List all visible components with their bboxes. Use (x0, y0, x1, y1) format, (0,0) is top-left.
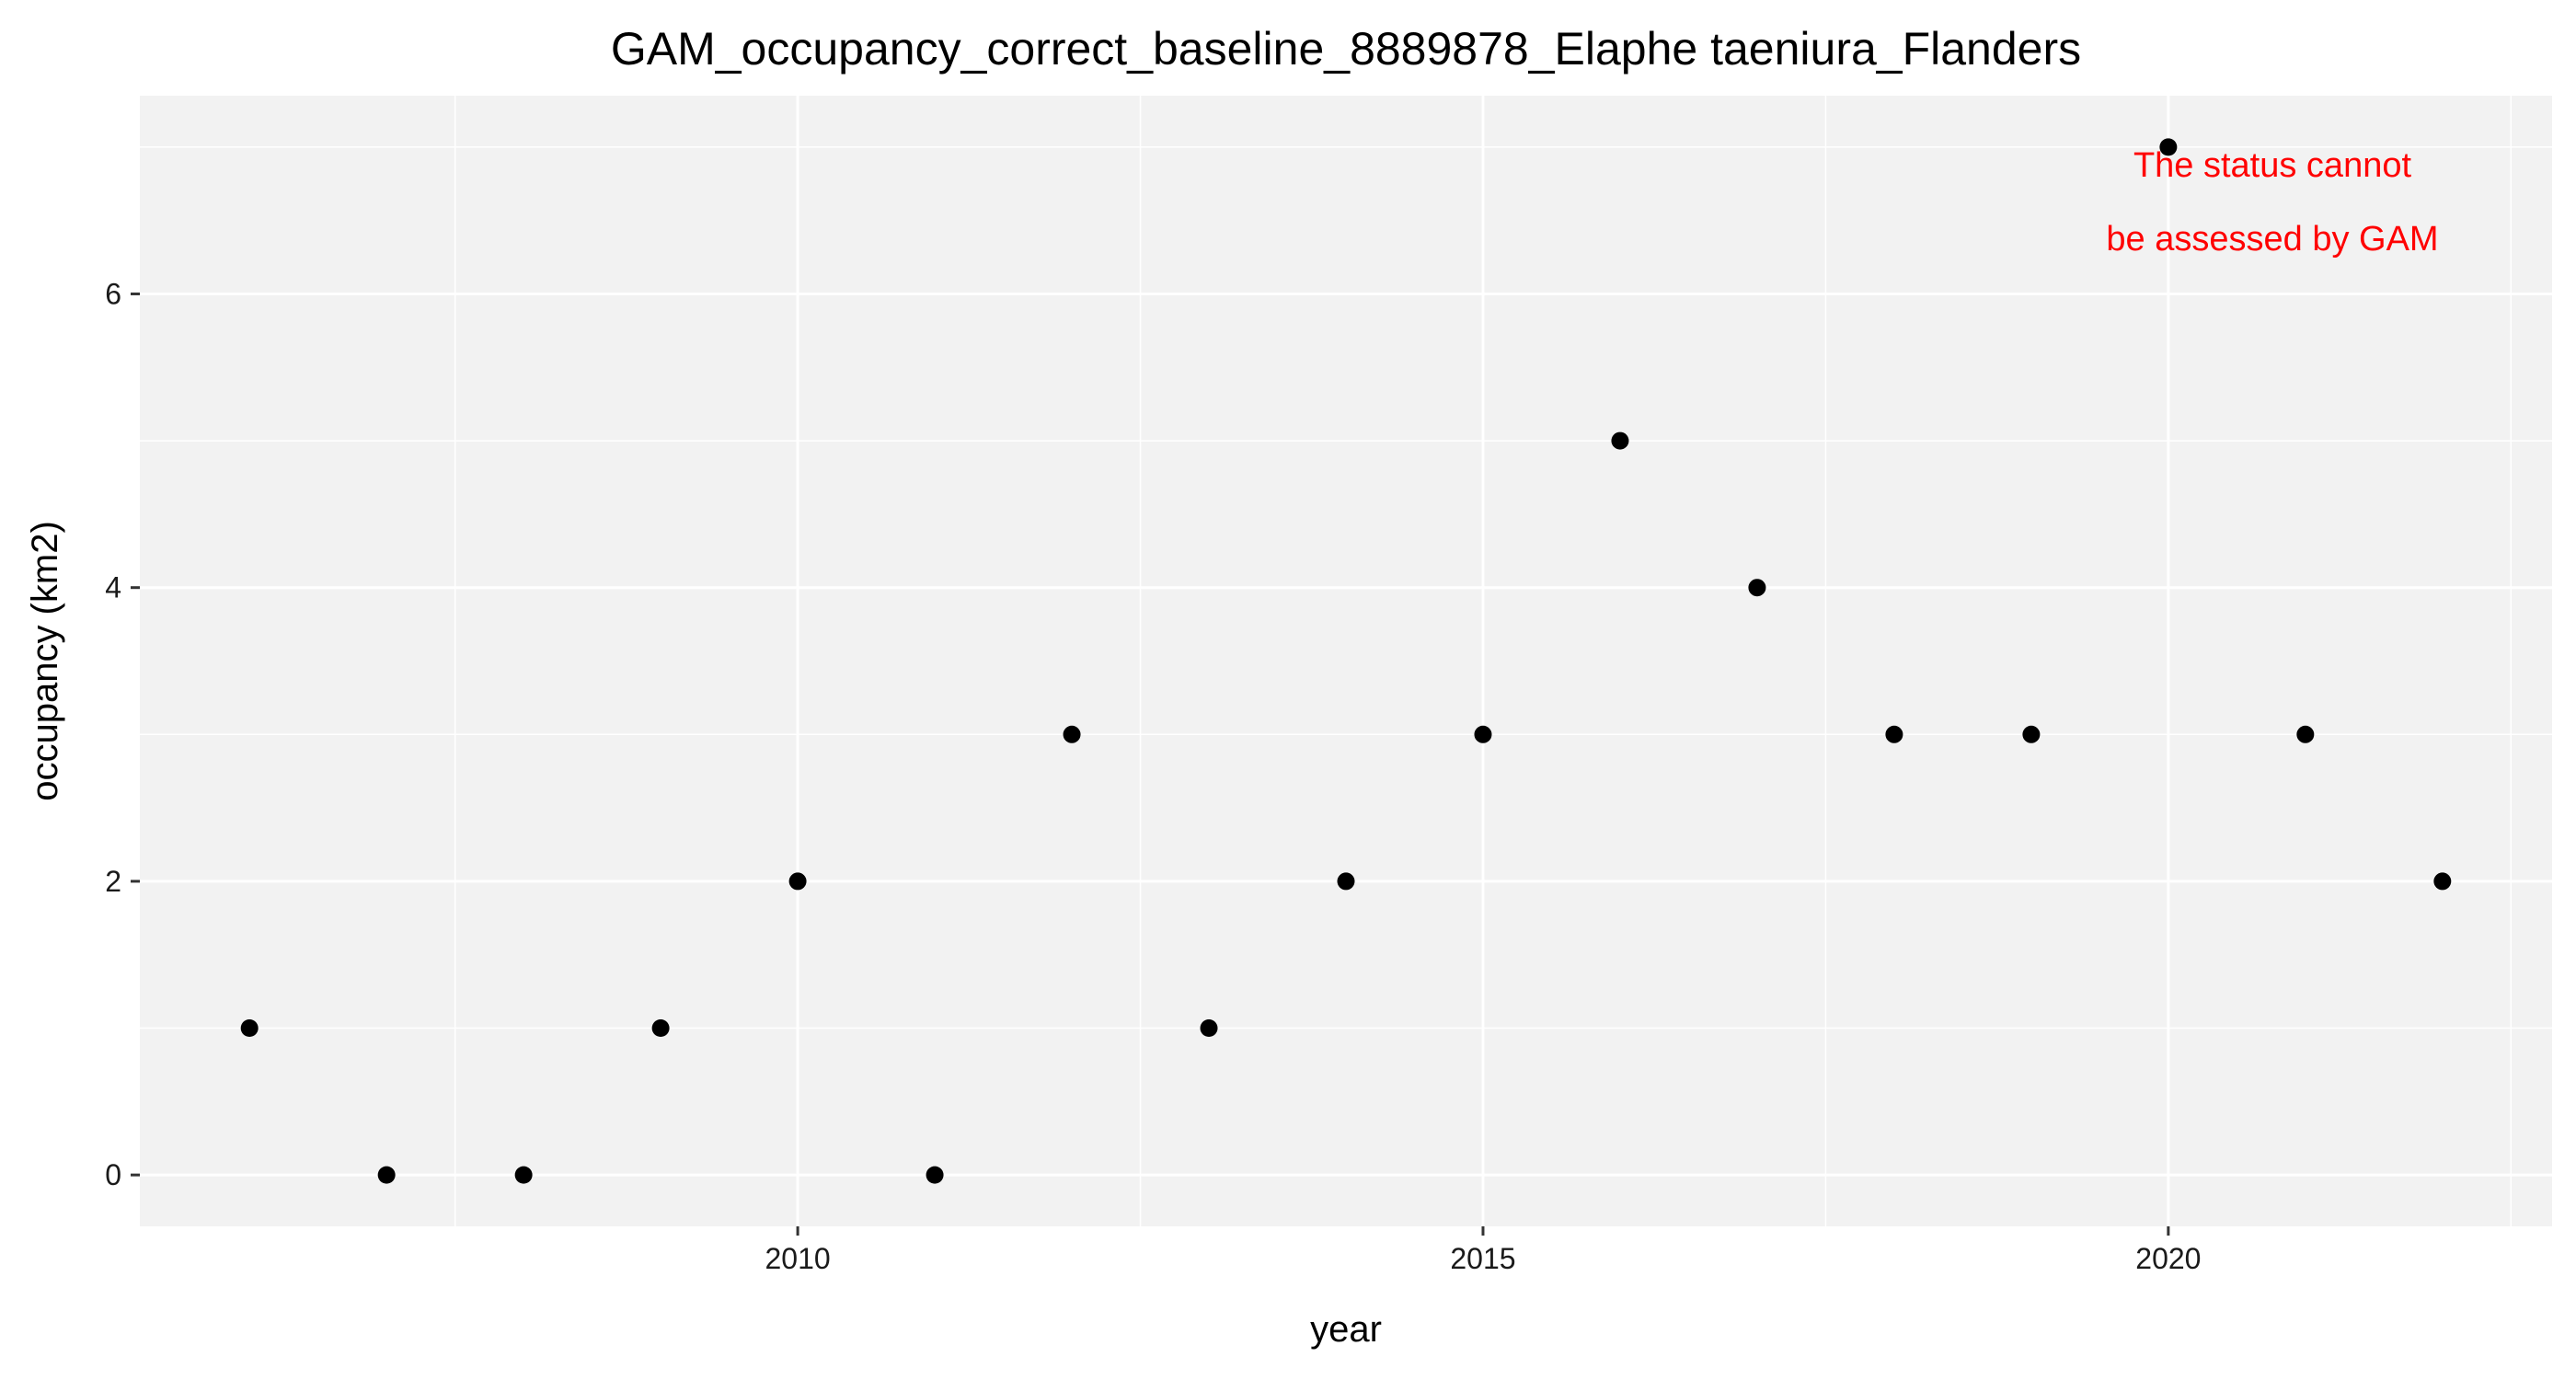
plot-panel (140, 96, 2552, 1226)
x-axis-title: year (1310, 1309, 1382, 1350)
y-axis-title: occupancy (km2) (25, 521, 65, 801)
data-point (2296, 725, 2315, 743)
chart-title: GAM_occupancy_correct_baseline_8889878_E… (611, 23, 2081, 75)
data-point (1885, 725, 1903, 743)
y-tick-label: 0 (105, 1158, 121, 1191)
y-axis: 0 2 4 6 (105, 277, 140, 1191)
data-point (1200, 1019, 1218, 1038)
minor-gridlines (140, 96, 2552, 1226)
data-points (240, 138, 2452, 1184)
annotation-line: The status cannot (2133, 146, 2412, 185)
y-tick-label: 2 (105, 865, 121, 898)
data-point (1474, 725, 1492, 743)
data-point (2022, 725, 2041, 743)
y-tick-label: 6 (105, 277, 121, 310)
data-point (377, 1166, 396, 1184)
x-tick-label: 2010 (765, 1242, 830, 1275)
data-point (651, 1019, 670, 1038)
data-point (1337, 872, 1355, 891)
annotation: The status cannot be assessed by GAM (2106, 146, 2438, 259)
data-point (926, 1166, 944, 1184)
data-point (2159, 138, 2178, 156)
y-tick-label: 4 (105, 571, 121, 604)
data-point (1063, 725, 1081, 743)
data-point (1611, 431, 1629, 450)
data-point (788, 872, 807, 891)
data-point (514, 1166, 533, 1184)
data-point (2433, 872, 2452, 891)
x-tick-label: 2015 (1450, 1242, 1515, 1275)
x-axis: 2010 2015 2020 (765, 1226, 2201, 1275)
annotation-line: be assessed by GAM (2106, 220, 2438, 259)
x-tick-label: 2020 (2135, 1242, 2201, 1275)
data-point (1748, 579, 1766, 597)
data-point (240, 1019, 259, 1038)
